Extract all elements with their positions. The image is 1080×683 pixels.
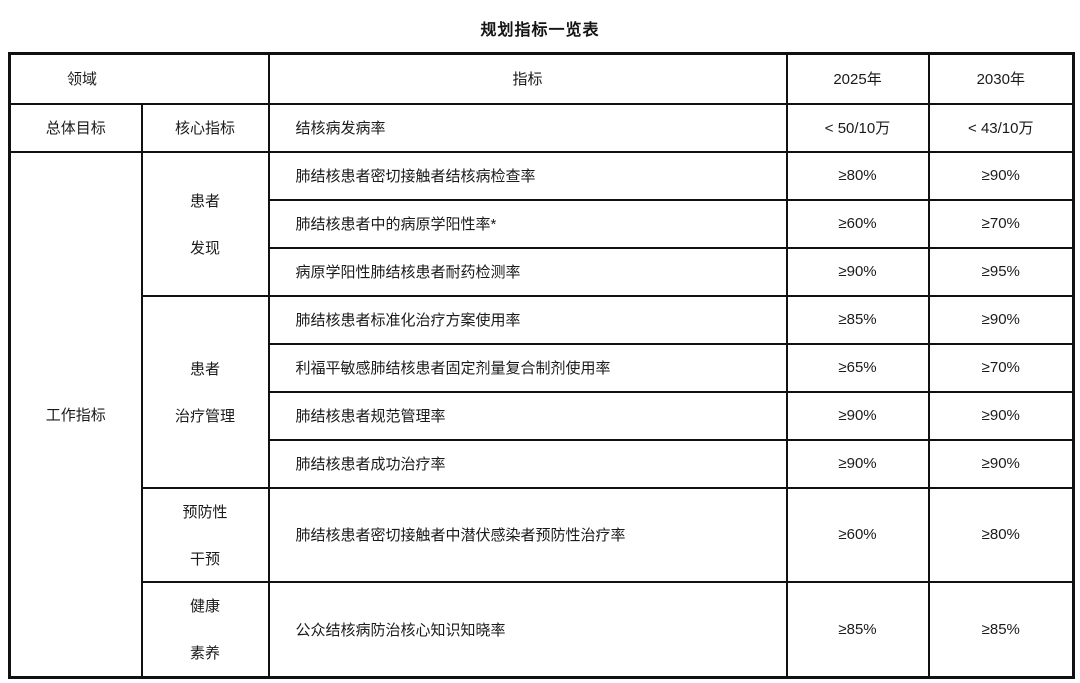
table-row: 总体目标 核心指标 结核病发病率 < 50/10万 < 43/10万	[8, 102, 1075, 153]
cell-2030-value: ≥90%	[927, 390, 1075, 441]
cell-subdomain-literacy: 健康 素养	[140, 580, 270, 679]
subdomain-line1: 患者	[190, 360, 221, 378]
cell-indicator: 肺结核患者中的病原学阳性率*	[267, 198, 788, 249]
cell-2030-value: ≥90%	[927, 150, 1075, 201]
header-2030: 2030年	[927, 52, 1075, 105]
cell-indicator: 肺结核患者密切接触者中潜伏感染者预防性治疗率	[267, 486, 788, 583]
table-row: 病原学阳性肺结核患者耐药检测率 ≥90% ≥95%	[10, 246, 1075, 297]
table-row: 患者 治疗管理 肺结核患者标准化治疗方案使用率 ≥85% ≥90%	[10, 294, 1075, 489]
cell-indicator: 结核病发病率	[267, 102, 788, 153]
cell-2025-value: ≥90%	[785, 390, 930, 441]
table-row: 预防性 干预 肺结核患者密切接触者中潜伏感染者预防性治疗率 ≥60% ≥80%	[10, 486, 1075, 583]
cell-2025-value: ≥90%	[785, 438, 930, 489]
cell-indicator: 肺结核患者标准化治疗方案使用率	[267, 294, 788, 345]
cell-2030-value: ≥70%	[927, 342, 1075, 393]
cell-2030-value: ≥80%	[927, 486, 1075, 583]
table-row: 健康 素养 公众结核病防治核心知识知晓率 ≥85% ≥85%	[10, 580, 1075, 679]
table-row: 工作指标 患者 发现 肺结核患者密切接触者结核病检查率 ≥80% ≥90%	[8, 150, 1075, 679]
subdomain-line2: 治疗管理	[175, 407, 236, 425]
cell-2025-value: ≥85%	[785, 580, 930, 679]
cell-subdomain-prevention: 预防性 干预	[140, 486, 270, 583]
cell-2025-value: ≥60%	[785, 198, 930, 249]
table-row: 肺结核患者规范管理率 ≥90% ≥90%	[10, 390, 1075, 441]
cell-2025-value: ≥60%	[785, 486, 930, 583]
cell-2030-value: ≥90%	[927, 294, 1075, 345]
header-domain: 领域	[8, 52, 270, 105]
table-row: 肺结核患者中的病原学阳性率* ≥60% ≥70%	[10, 198, 1075, 249]
subdomain-line2: 素养	[190, 645, 221, 663]
cell-indicator: 利福平敏感肺结核患者固定剂量复合制剂使用率	[267, 342, 788, 393]
cell-indicator: 病原学阳性肺结核患者耐药检测率	[267, 246, 788, 297]
cell-2025-value: ≥85%	[785, 294, 930, 345]
cell-2025-value: ≥80%	[785, 150, 930, 201]
table-row: 利福平敏感肺结核患者固定剂量复合制剂使用率 ≥65% ≥70%	[10, 342, 1075, 393]
cell-indicator: 公众结核病防治核心知识知晓率	[267, 580, 788, 679]
cell-indicator: 肺结核患者密切接触者结核病检查率	[267, 150, 788, 201]
cell-subdomain-core: 核心指标	[140, 102, 270, 153]
subdomain-line2: 干预	[190, 550, 221, 568]
subdomain-line1: 患者	[190, 192, 221, 210]
cell-subdomain-discovery: 患者 发现	[140, 150, 270, 297]
cell-2025-value: < 50/10万	[785, 102, 930, 153]
cell-2030-value: ≥95%	[927, 246, 1075, 297]
cell-domain-overall: 总体目标	[8, 102, 143, 153]
table-header-row: 领域 指标 2025年 2030年	[8, 52, 1075, 105]
subdomain-line1: 预防性	[182, 503, 228, 521]
table-row: 肺结核患者成功治疗率 ≥90% ≥90%	[10, 438, 1075, 489]
cell-2030-value: ≥90%	[927, 438, 1075, 489]
cell-subdomain-treatment: 患者 治疗管理	[140, 294, 270, 489]
cell-domain-work: 工作指标	[8, 150, 143, 679]
header-2025: 2025年	[785, 52, 930, 105]
subdomain-line1: 健康	[190, 598, 221, 616]
page-title: 规划指标一览表	[480, 22, 600, 39]
indicators-table: 领域 指标 2025年 2030年 总体目标 核心指标 结核病发病率 < 50/…	[8, 52, 1076, 679]
cell-2025-value: ≥90%	[785, 246, 930, 297]
subdomain-line2: 发现	[190, 239, 221, 257]
cell-2030-value: < 43/10万	[927, 102, 1075, 153]
cell-indicator: 肺结核患者规范管理率	[267, 390, 788, 441]
cell-2025-value: ≥65%	[785, 342, 930, 393]
cell-2030-value: ≥70%	[927, 198, 1075, 249]
header-indicator: 指标	[267, 52, 788, 105]
cell-2030-value: ≥85%	[927, 580, 1075, 679]
cell-indicator: 肺结核患者成功治疗率	[267, 438, 788, 489]
